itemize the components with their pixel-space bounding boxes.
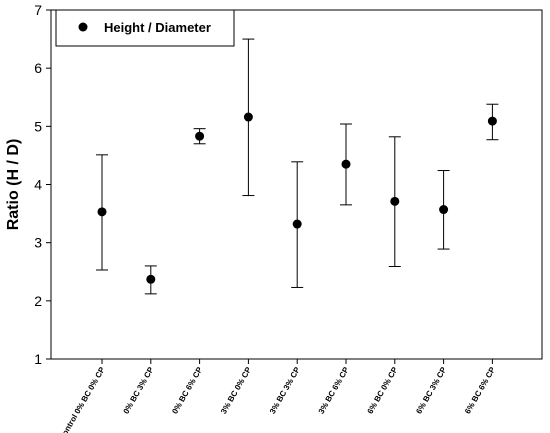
data-point	[341, 159, 351, 169]
data-point	[195, 131, 205, 141]
y-axis-label: Ratio (H / D)	[5, 139, 22, 231]
x-tick-label: 3% BC 0% CP	[219, 365, 253, 416]
x-tick-label: 6% BC 0% CP	[366, 365, 400, 416]
legend: Height / Diameter	[55, 9, 235, 47]
y-tick-label: 4	[34, 177, 42, 193]
data-point	[97, 207, 107, 217]
y-tick-label: 3	[34, 235, 42, 251]
data-point	[390, 196, 400, 206]
x-tick-label: 6% BC 3% CP	[414, 365, 448, 416]
data-point	[243, 112, 253, 122]
data-point	[439, 205, 449, 215]
data-marks	[96, 38, 499, 295]
y-tick-label: 2	[34, 293, 42, 309]
x-tick-label: 0% BC 3% CP	[122, 365, 156, 416]
data-point	[487, 116, 497, 126]
legend-label: Height / Diameter	[104, 20, 211, 35]
x-tick-label: 3% BC 6% CP	[317, 365, 351, 416]
plot-frame	[50, 9, 543, 360]
y-axis: 1 2 3 4 5 6 7	[34, 2, 51, 367]
x-tick-label: 6% BC 6% CP	[463, 365, 497, 416]
y-tick-label: 5	[34, 118, 42, 134]
legend-marker	[78, 22, 88, 32]
y-tick-label: 7	[34, 2, 42, 18]
y-tick-label: 1	[34, 351, 42, 367]
x-tick-label: 0% BC 6% CP	[170, 365, 204, 416]
x-tick-label: Control 0% BC 0% CP	[57, 365, 107, 433]
x-tick-label: 3% BC 3% CP	[268, 365, 302, 416]
x-axis: Control 0% BC 0% CP 0% BC 3% CP 0% BC 6% C…	[57, 359, 497, 433]
data-point	[146, 274, 156, 284]
y-tick-label: 6	[34, 60, 42, 76]
data-point	[292, 219, 302, 229]
